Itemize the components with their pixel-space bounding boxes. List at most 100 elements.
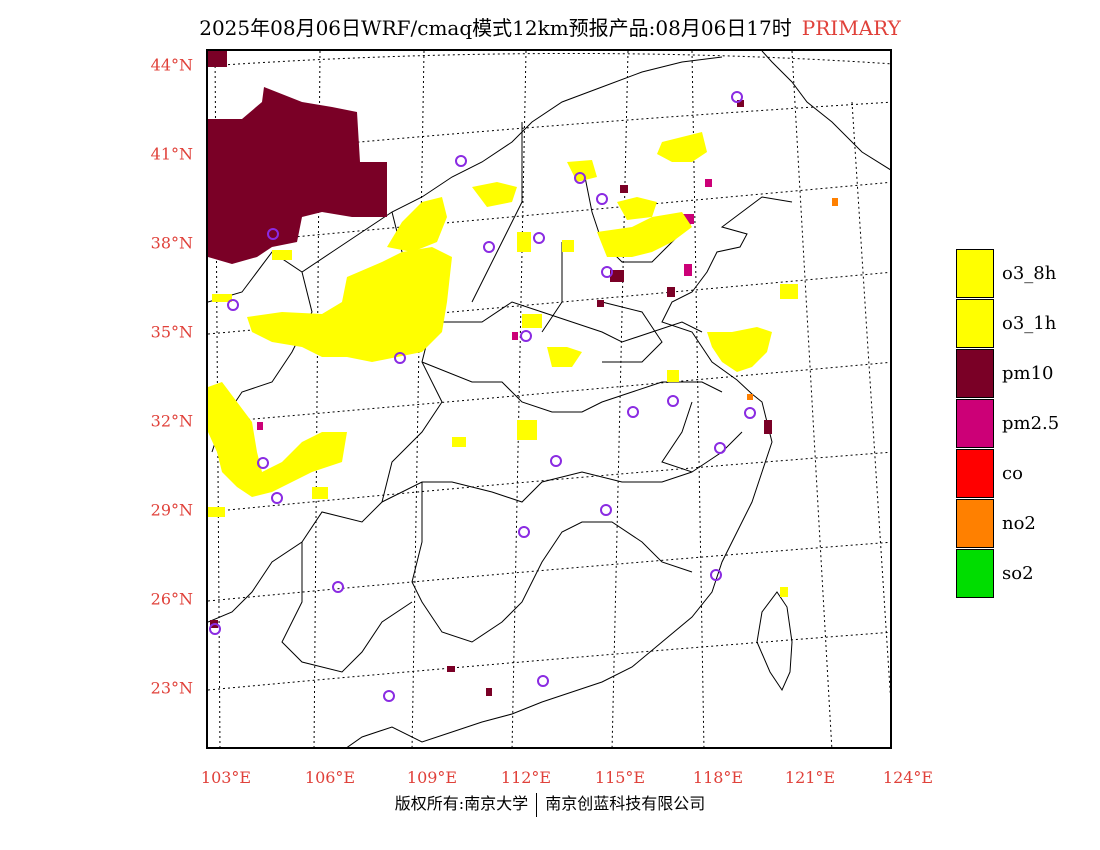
- station-marker: [667, 395, 679, 407]
- station-marker: [627, 406, 639, 418]
- o3-area-jiangsu: [707, 327, 772, 372]
- lat-line-38: [208, 181, 890, 246]
- legend-swatch: [956, 399, 994, 448]
- lat-label-32: 32°N: [150, 411, 193, 431]
- o3-area-loess: [247, 247, 452, 362]
- pm10-area-north: [208, 51, 227, 67]
- station-marker: [257, 457, 269, 469]
- station-marker: [574, 172, 586, 184]
- lat-line-32: [208, 361, 890, 424]
- o3-area-sichuan: [208, 382, 347, 497]
- lat-label-41: 41°N: [150, 144, 193, 164]
- o3-spot-4: [212, 294, 232, 302]
- o3-spot-11: [562, 240, 574, 252]
- pm10-regions: [208, 51, 772, 696]
- o3-area-beijing: [617, 197, 657, 220]
- lon-line-121: [791, 51, 833, 747]
- lat-label-29: 29°N: [150, 500, 193, 520]
- map-canvas: [208, 51, 890, 747]
- o3-spot-5: [272, 250, 292, 260]
- pm25-regions: [257, 179, 712, 430]
- legend-label: co: [1002, 463, 1023, 484]
- pm25-spot-5: [257, 422, 263, 430]
- map-panel[interactable]: [206, 49, 892, 749]
- lon-label-103: 103°E: [200, 768, 252, 787]
- lon-line-118: [691, 51, 705, 747]
- o3-spot-9: [780, 587, 788, 597]
- station-marker: [600, 504, 612, 516]
- pm10-spot-6: [486, 688, 492, 696]
- lon-label-121: 121°E: [784, 768, 836, 787]
- pm25-spot-1: [684, 264, 692, 276]
- lat-label-35: 35°N: [150, 322, 193, 342]
- legend-label: o3_1h: [1002, 313, 1057, 334]
- station-marker: [267, 228, 279, 240]
- o3-spot-8: [208, 507, 225, 517]
- lat-label-44: 44°N: [150, 55, 193, 75]
- lon-label-118: 118°E: [692, 768, 744, 787]
- taiwan: [756, 591, 793, 692]
- station-marker: [455, 155, 467, 167]
- company-text: 南京创蓝科技有限公司: [545, 794, 706, 813]
- lon-line-124: [851, 101, 890, 697]
- o3-spot-12: [667, 370, 679, 382]
- legend-label: pm2.5: [1002, 413, 1060, 434]
- lon-line-109: [411, 51, 425, 747]
- station-marker: [271, 492, 283, 504]
- footer: 版权所有:南京大学 南京创蓝科技有限公司: [0, 790, 1100, 817]
- station-marker: [714, 442, 726, 454]
- lon-label-115: 115°E: [594, 768, 646, 787]
- legend-swatch: [956, 499, 994, 548]
- station-marker: [533, 232, 545, 244]
- station-marker: [227, 299, 239, 311]
- o3-spot-6: [522, 314, 542, 328]
- legend-swatch: [956, 449, 994, 498]
- pm25-spot-4: [512, 332, 518, 340]
- lon-line-115: [611, 51, 629, 747]
- lon-line-112: [511, 51, 527, 747]
- no2-spot-1: [832, 198, 838, 206]
- title-text: 2025年08月06日WRF/cmaq模式12km预报产品:08月06日17时: [199, 16, 792, 40]
- map-title: 2025年08月06日WRF/cmaq模式12km预报产品:08月06日17时 P…: [0, 12, 1100, 41]
- station-marker: [209, 623, 221, 635]
- lat-line-29: [208, 451, 890, 513]
- pm10-spot-3: [597, 300, 604, 307]
- provincial-borders: [208, 56, 743, 673]
- station-marker: [710, 569, 722, 581]
- station-marker: [483, 241, 495, 253]
- legend-swatch: [956, 299, 994, 348]
- primary-tag: PRIMARY: [801, 16, 901, 40]
- station-marker: [383, 690, 395, 702]
- footer-divider: [536, 792, 538, 817]
- pm25-spot-3: [705, 179, 712, 187]
- legend-label: pm10: [1002, 363, 1054, 384]
- legend-label: o3_8h: [1002, 263, 1057, 284]
- o3-spot-10: [517, 232, 531, 252]
- pm10-area-northwest: [208, 87, 387, 264]
- station-marker: [520, 330, 532, 342]
- o3-area-henan: [547, 347, 582, 367]
- legend-label: no2: [1002, 513, 1036, 534]
- boundaries: [208, 51, 890, 747]
- o3-area-north-china: [597, 212, 692, 257]
- legend-swatch: [956, 549, 994, 598]
- station-marker: [332, 581, 344, 593]
- pm10-spot-4: [764, 420, 772, 434]
- pm10-spot-5: [447, 666, 455, 672]
- station-marker: [596, 193, 608, 205]
- coastline: [346, 51, 890, 747]
- lat-label-38: 38°N: [150, 233, 193, 253]
- o3-spot-7: [312, 487, 328, 499]
- lat-line-44: [208, 52, 890, 67]
- station-marker: [518, 526, 530, 538]
- lat-line-23: [208, 631, 890, 691]
- station-marker: [550, 455, 562, 467]
- station-marker: [731, 91, 743, 103]
- station-marker: [744, 407, 756, 419]
- station-marker: [601, 266, 613, 278]
- lon-label-124: 124°E: [882, 768, 934, 787]
- o3-spot-2: [452, 437, 466, 447]
- o3-area-shaanxi: [472, 182, 517, 207]
- o3-area-northeast: [657, 132, 707, 162]
- o3-area-shanxi: [387, 197, 447, 252]
